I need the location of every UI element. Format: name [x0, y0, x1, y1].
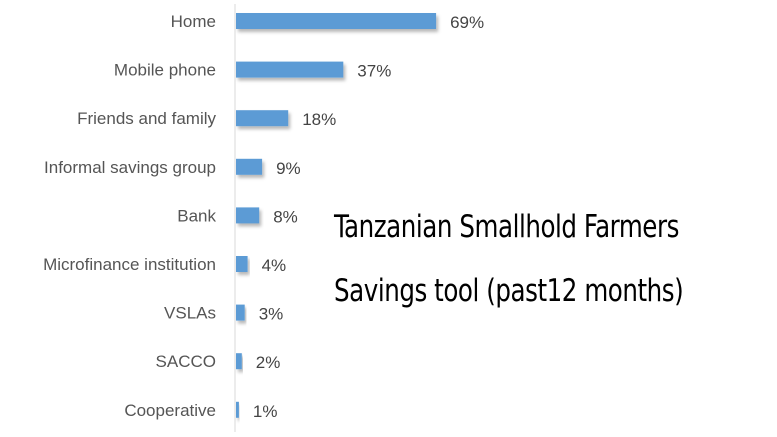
category-label-microfinance-institution: Microfinance institution	[43, 255, 216, 274]
bar-mobile-phone	[236, 61, 344, 78]
value-label-mobile-phone: 37%	[357, 62, 391, 81]
bar-sacco	[236, 353, 242, 370]
value-label-sacco: 2%	[256, 353, 281, 372]
bar-cooperative	[236, 401, 239, 418]
bars	[236, 13, 437, 418]
category-label-vslas: VSLAs	[164, 304, 216, 323]
category-label-home: Home	[171, 12, 216, 31]
category-label-mobile-phone: Mobile phone	[114, 61, 216, 80]
bar-microfinance-institution	[236, 256, 248, 272]
category-labels: Home Mobile phone Friends and family Inform…	[43, 12, 216, 420]
category-label-cooperative: Cooperative	[124, 401, 216, 420]
bar-friends-and-family	[236, 110, 289, 127]
value-label-informal-savings-group: 9%	[276, 159, 301, 178]
bar-bank	[236, 207, 260, 224]
chart-title-line-1: Tanzanian Smallhold Farmers	[334, 209, 679, 245]
value-labels: 69% 37% 18% 9% 8% 4% 3% 2% 1%	[253, 13, 484, 421]
value-label-home: 69%	[450, 13, 484, 32]
value-label-vslas: 3%	[259, 305, 284, 324]
category-label-bank: Bank	[177, 206, 216, 225]
value-label-friends-and-family: 18%	[302, 110, 336, 129]
value-label-bank: 8%	[273, 207, 298, 226]
value-label-cooperative: 1%	[253, 402, 278, 421]
value-label-microfinance-institution: 4%	[262, 256, 287, 275]
bar-vslas	[236, 304, 245, 321]
category-label-friends-and-family: Friends and family	[77, 109, 216, 128]
bar-home	[236, 13, 437, 29]
chart-title-line-2: Savings tool (past12 months)	[334, 273, 684, 309]
category-label-sacco: SACCO	[156, 352, 216, 371]
bar-informal-savings-group	[236, 158, 263, 175]
category-label-informal-savings-group: Informal savings group	[44, 158, 216, 177]
